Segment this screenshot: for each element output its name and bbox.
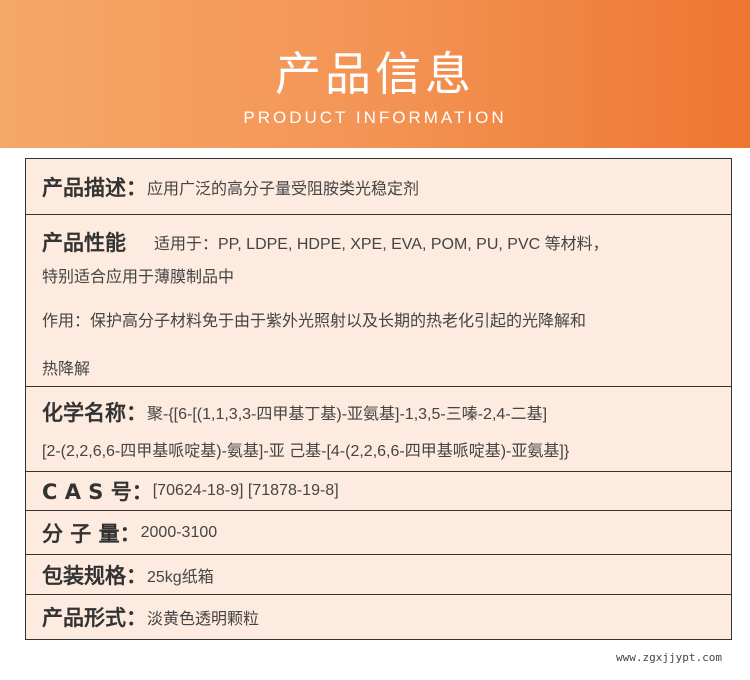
- watermark: www.zgxjjypt.com: [616, 651, 722, 664]
- row-cas: C A S 号： [70624-18-9] [71878-19-8]: [26, 471, 731, 510]
- performance-line4: 热降解: [42, 361, 91, 378]
- performance-line1: 适用于：PP, LDPE, HDPE, XPE, EVA, POM, PU, P…: [154, 236, 609, 253]
- cas-label: C A S 号：: [42, 480, 153, 504]
- chemical-line2: [2-(2,2,6,6-四甲基哌啶基)-氨基]-亚 己基-[4-(2,2,6,6…: [42, 443, 570, 460]
- description-label: 产品描述：: [42, 175, 147, 200]
- mw-value: 2000-3100: [140, 523, 218, 541]
- row-description: 产品描述： 应用广泛的高分子量受阻胺类光稳定剂: [26, 159, 731, 214]
- page-subtitle: PRODUCT INFORMATION: [243, 108, 507, 127]
- packing-value: 25kg纸箱: [147, 568, 214, 586]
- page-title: 产品信息: [275, 47, 475, 101]
- row-molecular-weight: 分 子 量： 2000-3100: [26, 510, 731, 554]
- chemical-line1: 聚-{[6-[(1,1,3,3-四甲基丁基)-亚氨基]-1,3,5-三嗪-2,4…: [147, 406, 548, 423]
- form-value: 淡黄色透明颗粒: [147, 611, 260, 628]
- product-info-table: 产品描述： 应用广泛的高分子量受阻胺类光稳定剂 产品性能 适用于：PP, LDP…: [25, 158, 732, 640]
- row-packing: 包装规格： 25kg纸箱: [26, 554, 731, 594]
- row-performance: 产品性能 适用于：PP, LDPE, HDPE, XPE, EVA, POM, …: [26, 214, 731, 386]
- chemical-label: 化学名称：: [42, 401, 147, 425]
- cas-value: [70624-18-9] [71878-19-8]: [152, 482, 339, 499]
- performance-line3: 作用：保护高分子材料免于由于紫外光照射以及长期的热老化引起的光降解和: [42, 313, 587, 330]
- performance-label: 产品性能: [42, 231, 126, 255]
- row-chemical-name: 化学名称： 聚-{[6-[(1,1,3,3-四甲基丁基)-亚氨基]-1,3,5-…: [26, 386, 731, 471]
- performance-line2: 特别适合应用于薄膜制品中: [42, 269, 235, 286]
- packing-label: 包装规格：: [42, 563, 147, 588]
- header-banner: 产品信息 PRODUCT INFORMATION: [0, 0, 750, 148]
- row-form: 产品形式： 淡黄色透明颗粒: [26, 594, 731, 639]
- mw-label: 分 子 量：: [42, 521, 141, 546]
- description-value: 应用广泛的高分子量受阻胺类光稳定剂: [147, 180, 420, 198]
- form-label: 产品形式：: [42, 606, 147, 630]
